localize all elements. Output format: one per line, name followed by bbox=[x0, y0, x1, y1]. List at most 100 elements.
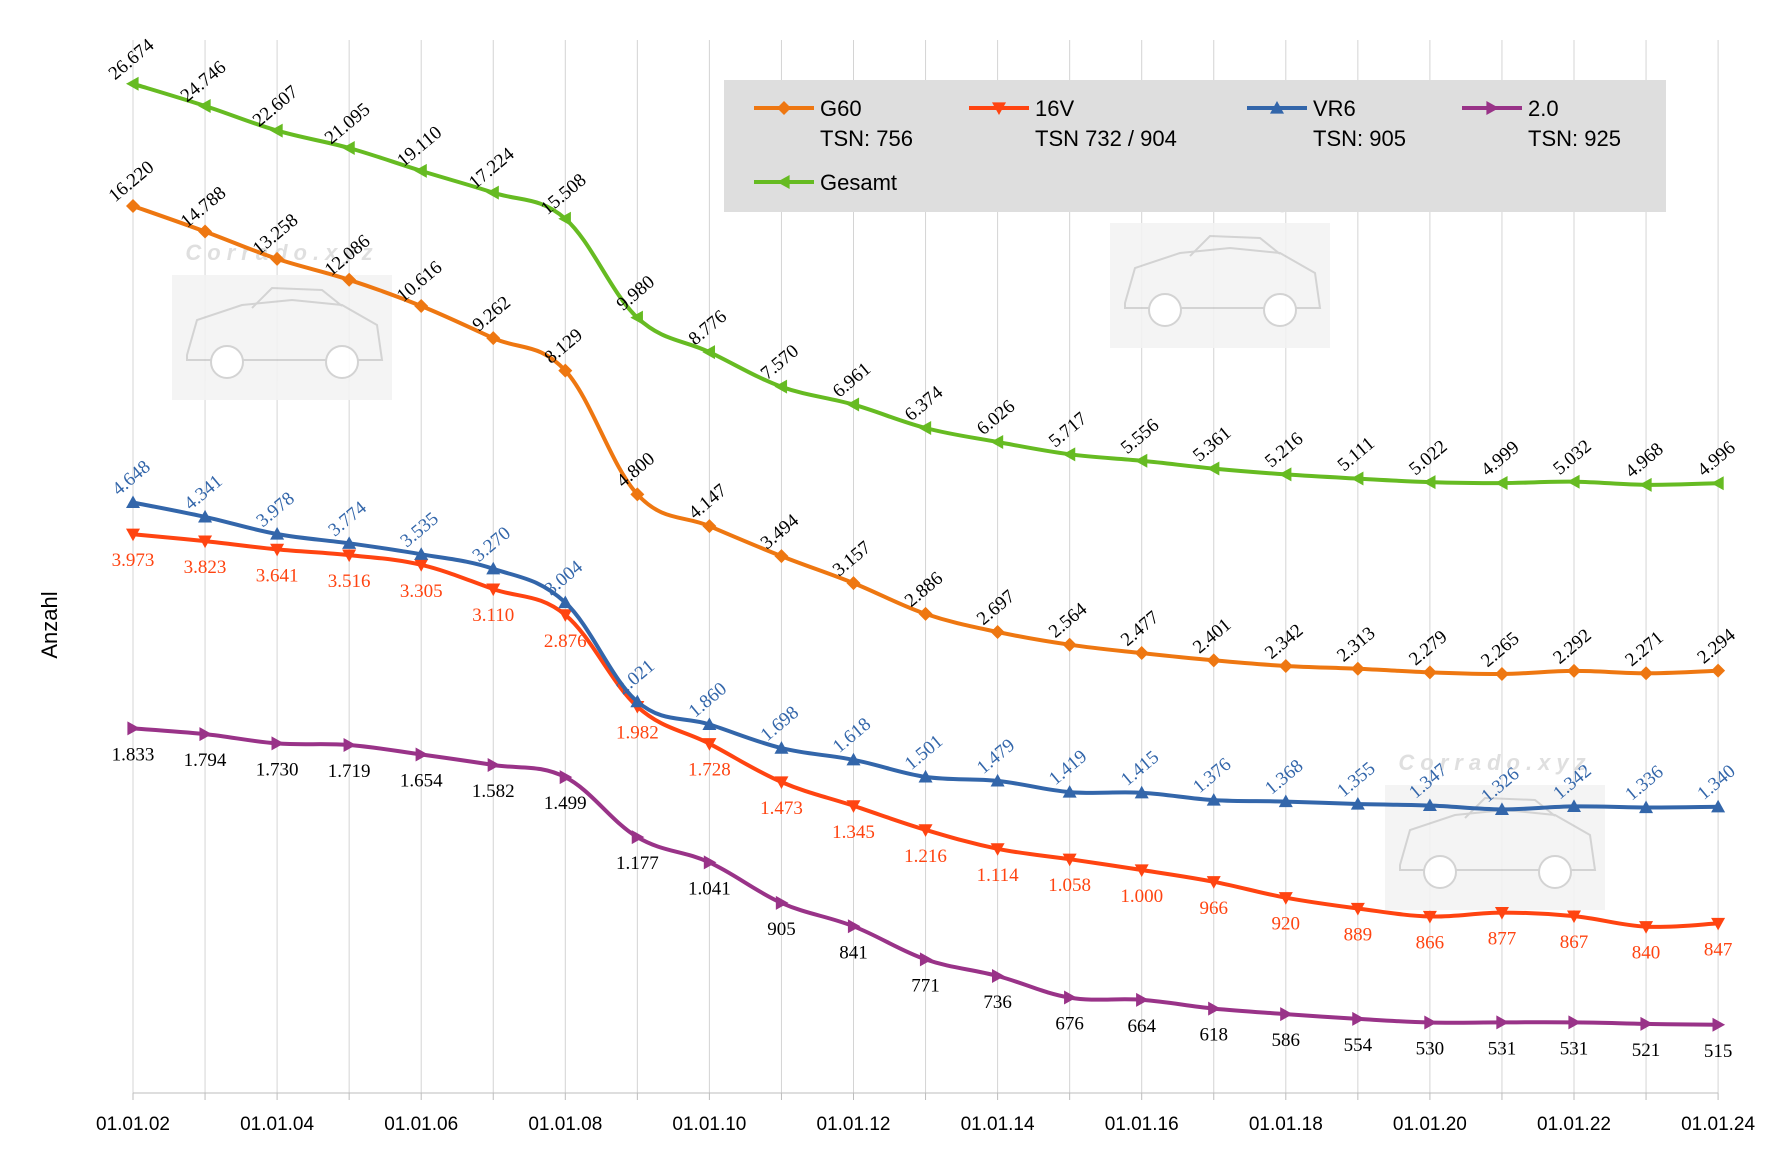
value-label-g60: 10.616 bbox=[393, 257, 447, 307]
data-point-two bbox=[199, 727, 213, 742]
data-point-v16 bbox=[558, 609, 573, 622]
watermark-text: Corrado.xyz bbox=[1398, 750, 1591, 775]
data-point-g60 bbox=[414, 299, 429, 314]
value-label-gesamt: 17.224 bbox=[465, 143, 519, 193]
value-label-two: 1.794 bbox=[184, 750, 227, 771]
value-label-g60: 2.279 bbox=[1405, 626, 1451, 670]
value-label-two: 1.582 bbox=[472, 781, 515, 802]
value-label-v16: 3.305 bbox=[400, 581, 443, 602]
x-axis: 01.01.02 01.01.04 01.01.06 01.01.08 01.01.10… bbox=[96, 1093, 1756, 1135]
data-point-vr6 bbox=[270, 527, 285, 540]
legend-label-gesamt: Gesamt bbox=[820, 170, 897, 195]
x-tick-label: 01.01.04 bbox=[240, 1114, 314, 1135]
legend-marker-vr6 bbox=[1270, 101, 1284, 114]
legend-label-g60: G60 bbox=[820, 96, 862, 121]
value-label-two: 1.499 bbox=[544, 793, 587, 814]
data-point-g60 bbox=[846, 576, 861, 591]
value-label-v16: 3.110 bbox=[472, 605, 514, 626]
data-point-v16 bbox=[990, 843, 1005, 856]
value-label-v16: 1.000 bbox=[1120, 886, 1163, 907]
value-label-vr6: 3.535 bbox=[397, 508, 443, 552]
data-point-gesamt bbox=[990, 434, 1004, 449]
data-point-two bbox=[1712, 1017, 1726, 1032]
data-point-g60 bbox=[1494, 666, 1509, 681]
x-tick-label: 01.01.06 bbox=[384, 1114, 458, 1135]
value-label-v16: 867 bbox=[1560, 932, 1589, 953]
data-point-two bbox=[127, 721, 140, 736]
data-point-vr6 bbox=[558, 595, 573, 609]
data-point-gesamt bbox=[1567, 474, 1580, 489]
data-point-v16 bbox=[1639, 921, 1654, 934]
value-label-two: 1.730 bbox=[256, 759, 299, 780]
data-point-vr6 bbox=[1062, 785, 1077, 798]
data-point-gesamt bbox=[126, 76, 139, 91]
value-label-v16: 1.058 bbox=[1048, 875, 1091, 896]
value-label-vr6: 1.368 bbox=[1261, 756, 1307, 800]
value-label-gesamt: 5.717 bbox=[1045, 408, 1091, 452]
x-tick-label: 01.01.20 bbox=[1393, 1114, 1467, 1135]
data-point-v16 bbox=[1134, 864, 1149, 877]
value-label-two: 618 bbox=[1200, 1025, 1229, 1046]
wheel-icon bbox=[1423, 855, 1457, 889]
value-label-v16: 3.823 bbox=[184, 557, 227, 578]
data-point-v16 bbox=[126, 528, 140, 542]
data-point-vr6 bbox=[1639, 800, 1654, 814]
data-point-gesamt bbox=[1494, 476, 1508, 491]
value-label-g60: 4.147 bbox=[685, 480, 731, 524]
value-label-two: 1.041 bbox=[688, 878, 731, 899]
data-point-gesamt bbox=[486, 185, 499, 200]
data-point-two bbox=[1064, 990, 1077, 1005]
value-label-two: 771 bbox=[911, 975, 940, 996]
data-point-v16 bbox=[918, 824, 933, 837]
data-point-v16 bbox=[702, 738, 717, 751]
data-point-vr6 bbox=[1422, 798, 1437, 812]
x-tick-label: 01.01.12 bbox=[817, 1114, 891, 1135]
data-point-v16 bbox=[342, 549, 357, 563]
data-point-gesamt bbox=[630, 310, 643, 325]
value-label-vr6: 4.341 bbox=[180, 471, 226, 515]
value-label-gesamt: 9.980 bbox=[613, 272, 659, 316]
data-point-g60 bbox=[1422, 665, 1437, 680]
data-point-v16 bbox=[486, 583, 501, 597]
data-point-gesamt bbox=[1350, 471, 1364, 486]
value-label-gesamt: 8.776 bbox=[685, 306, 731, 350]
value-label-v16: 877 bbox=[1488, 929, 1517, 950]
value-label-v16: 1.345 bbox=[832, 822, 875, 843]
value-label-v16: 3.516 bbox=[328, 571, 371, 592]
data-point-gesamt bbox=[918, 421, 932, 436]
value-label-v16: 3.973 bbox=[112, 550, 155, 571]
data-point-v16 bbox=[1278, 892, 1293, 905]
value-label-g60: 2.697 bbox=[973, 586, 1019, 630]
data-point-v16 bbox=[414, 559, 429, 572]
value-label-vr6: 1.618 bbox=[829, 714, 875, 758]
value-label-g60: 4.800 bbox=[613, 448, 659, 492]
data-point-g60 bbox=[702, 519, 717, 534]
value-label-gesamt: 6.374 bbox=[901, 382, 948, 426]
value-label-vr6: 4.648 bbox=[108, 456, 154, 500]
data-point-two bbox=[775, 895, 789, 910]
value-label-v16: 3.641 bbox=[256, 565, 299, 586]
car-roof-icon bbox=[251, 286, 343, 309]
data-point-gesamt bbox=[342, 141, 355, 156]
wheel-icon bbox=[1148, 293, 1182, 327]
legend-tsn-v16: TSN 732 / 904 bbox=[1035, 126, 1177, 151]
value-label-gesamt: 22.607 bbox=[249, 82, 303, 132]
data-point-v16 bbox=[846, 800, 861, 813]
series-line-g60 bbox=[132, 204, 1719, 677]
data-point-v16 bbox=[1350, 902, 1365, 916]
data-point-g60 bbox=[1350, 661, 1365, 676]
value-label-vr6: 1.419 bbox=[1045, 746, 1091, 790]
value-label-gesamt: 19.110 bbox=[393, 122, 446, 171]
data-point-two bbox=[703, 855, 717, 870]
value-label-vr6: 1.501 bbox=[901, 731, 947, 775]
data-point-g60 bbox=[1567, 663, 1581, 678]
legend-tsn-vr6: TSN: 905 bbox=[1313, 126, 1406, 151]
value-label-g60: 3.494 bbox=[757, 510, 804, 554]
x-tick-label: 01.01.16 bbox=[1105, 1114, 1179, 1135]
value-label-two: 531 bbox=[1488, 1038, 1517, 1059]
value-label-gesamt: 4.968 bbox=[1621, 439, 1667, 483]
value-label-two: 841 bbox=[839, 942, 868, 963]
value-label-two: 736 bbox=[983, 992, 1012, 1013]
value-label-g60: 2.401 bbox=[1189, 614, 1235, 658]
data-point-vr6 bbox=[990, 773, 1005, 787]
